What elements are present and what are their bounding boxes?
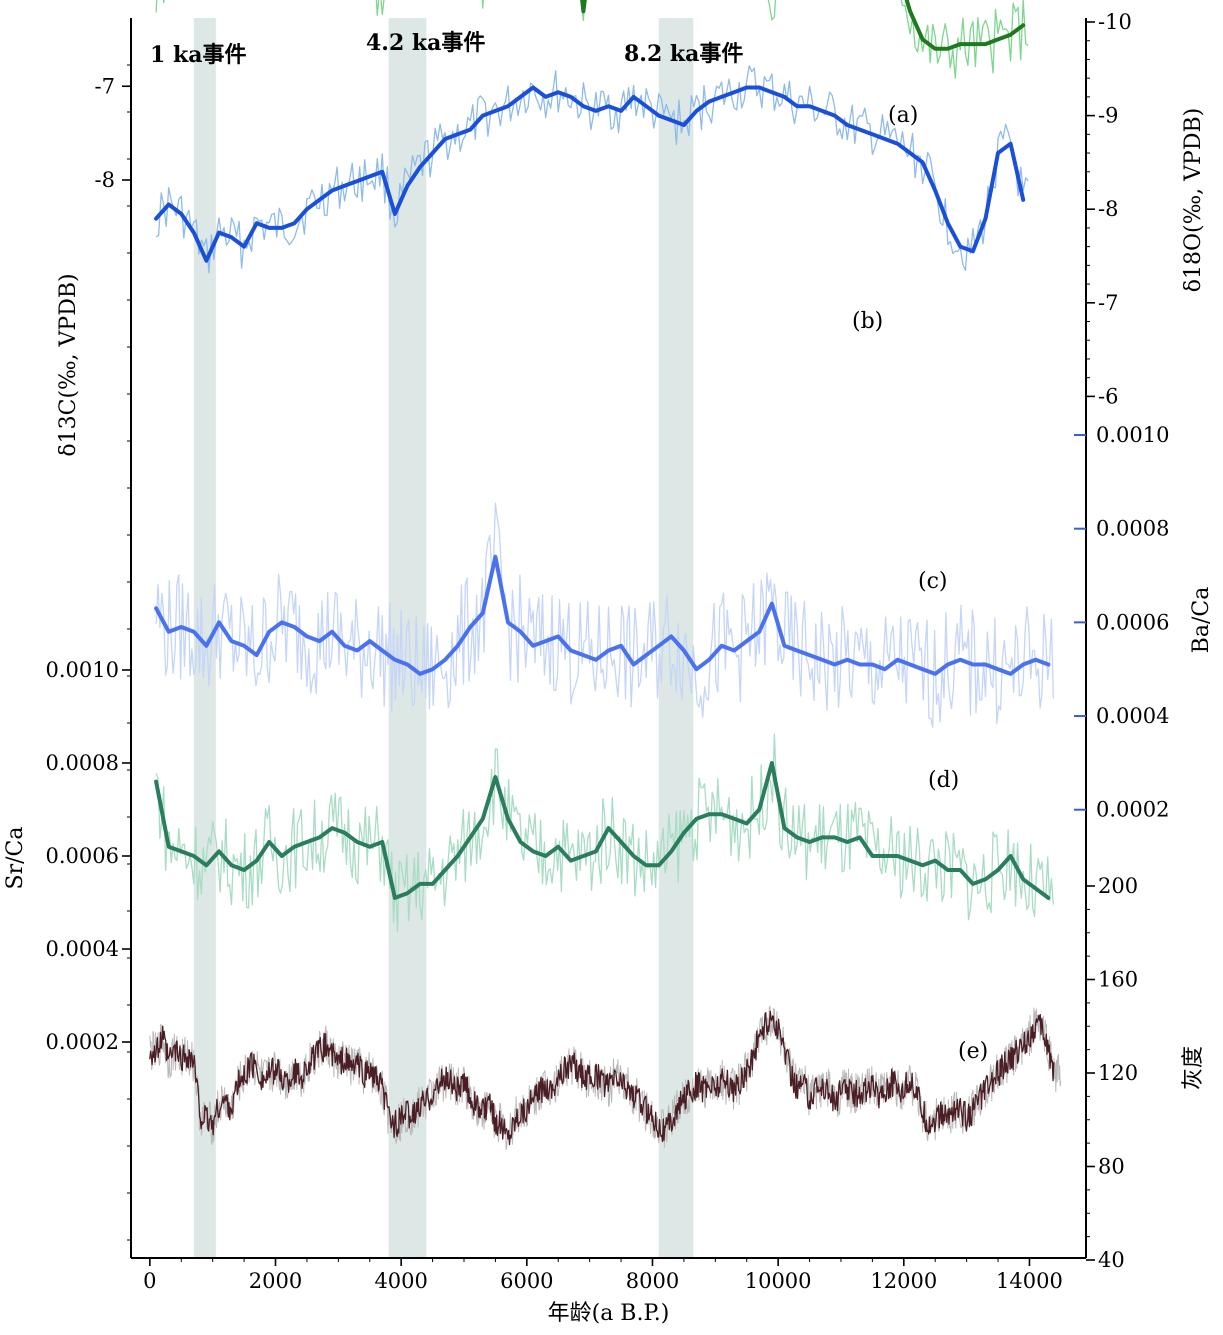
baca-tick-label-2: 0.0006 [1096,610,1169,634]
x-tick-label-5: 10000 [745,1269,812,1293]
gray-tick-label-1: 160 [1098,968,1138,992]
gray-tick-label-4: 40 [1098,1248,1125,1272]
x-tick-label-1: 2000 [249,1269,302,1293]
event-band-3 [658,18,694,1258]
baca-axis-title: Ba/Ca [1189,587,1214,654]
labels-layer: 1 ka事件 4.2 ka事件 8.2 ka事件 (a) (b) (c) (d) (e) [150,30,988,1064]
x-tick-label-3: 6000 [500,1269,553,1293]
d18o-tick-label-4: -6 [1098,384,1118,408]
d18o-tick-label-2: -8 [1098,197,1118,221]
panel-label-5: (e) [958,1039,988,1064]
d18o-tick-label-0: -10 [1098,10,1132,34]
x-tick-label-4: 8000 [626,1269,679,1293]
panel-label-3: (c) [918,569,948,594]
panel-label-4: (d) [928,768,959,793]
srca-tick-label-4: 0.0002 [46,1030,119,1054]
event-bands [193,18,694,1258]
series-3-raw-line [155,502,1054,728]
gray-tick-label-0: 200 [1098,874,1138,898]
panel-label-2: (b) [852,309,883,334]
d18o-tick-label-3: -7 [1098,291,1118,315]
series-2-line [580,0,1026,51]
srca-tick-label-3: 0.0004 [46,937,119,961]
series-5-line [149,1010,1055,1146]
baca-tick-label-3: 0.0004 [1096,704,1169,728]
x-tick-label-2: 4000 [374,1269,427,1293]
event-label-3: 8.2 ka事件 [624,41,743,67]
srca-axis-title: Sr/Ca [3,827,28,890]
series-3-line [154,554,1051,676]
event-label-1: 1 ka事件 [150,42,246,68]
event-label-2: 4.2 ka事件 [366,30,485,56]
d13c-tick-label-2: -6 [95,0,115,5]
panel-label-1: (a) [888,103,918,128]
srca-tick-label-2: 0.0006 [46,844,119,868]
d13c-tick-label-1: -7 [95,74,115,98]
series-1-raw-line [155,65,1029,274]
d18o-axis-title: δ18O(‰, VPDB) [1181,108,1206,292]
x-axis-title: 年龄(a B.P.) [548,1301,670,1326]
x-tick-label-6: 12000 [870,1269,937,1293]
gray-tick-label-2: 120 [1098,1061,1138,1085]
x-tick-label-7: 14000 [996,1269,1063,1293]
baca-tick-label-4: 0.0002 [1096,798,1169,822]
d18o-tick-label-1: -9 [1098,104,1118,128]
series-2-raw-line [155,0,1029,79]
event-band-1 [193,18,216,1258]
baca-tick-label-1: 0.0008 [1096,517,1169,541]
axes-layer: 0 2000 4000 6000 8000 10000 12000 14000 年龄(a B.P… [3,0,1214,1326]
series-4-line [154,761,1051,900]
srca-tick-label-0: 0.0010 [46,658,119,682]
gray-axis-title: 灰度 [1181,1046,1206,1090]
baca-tick-label-0: 0.0010 [1096,423,1169,447]
x-tick-label-0: 0 [143,1269,156,1293]
d13c-axis-title: δ13C(‰, VPDB) [56,273,81,456]
series-4-raw-line [155,733,1054,933]
series-layer [149,0,1062,1151]
gray-tick-label-3: 80 [1098,1155,1125,1179]
srca-tick-label-1: 0.0008 [46,751,119,775]
series-1-line [154,85,1026,263]
d13c-tick-label-0: -8 [95,168,115,192]
